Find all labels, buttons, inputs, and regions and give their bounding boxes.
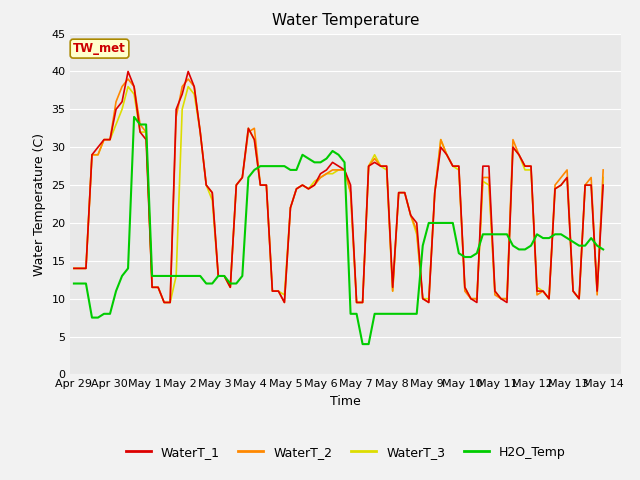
Title: Water Temperature: Water Temperature (272, 13, 419, 28)
Y-axis label: Water Temperature (C): Water Temperature (C) (33, 132, 46, 276)
Text: TW_met: TW_met (73, 42, 126, 55)
X-axis label: Time: Time (330, 395, 361, 408)
Legend: WaterT_1, WaterT_2, WaterT_3, H2O_Temp: WaterT_1, WaterT_2, WaterT_3, H2O_Temp (120, 441, 571, 464)
